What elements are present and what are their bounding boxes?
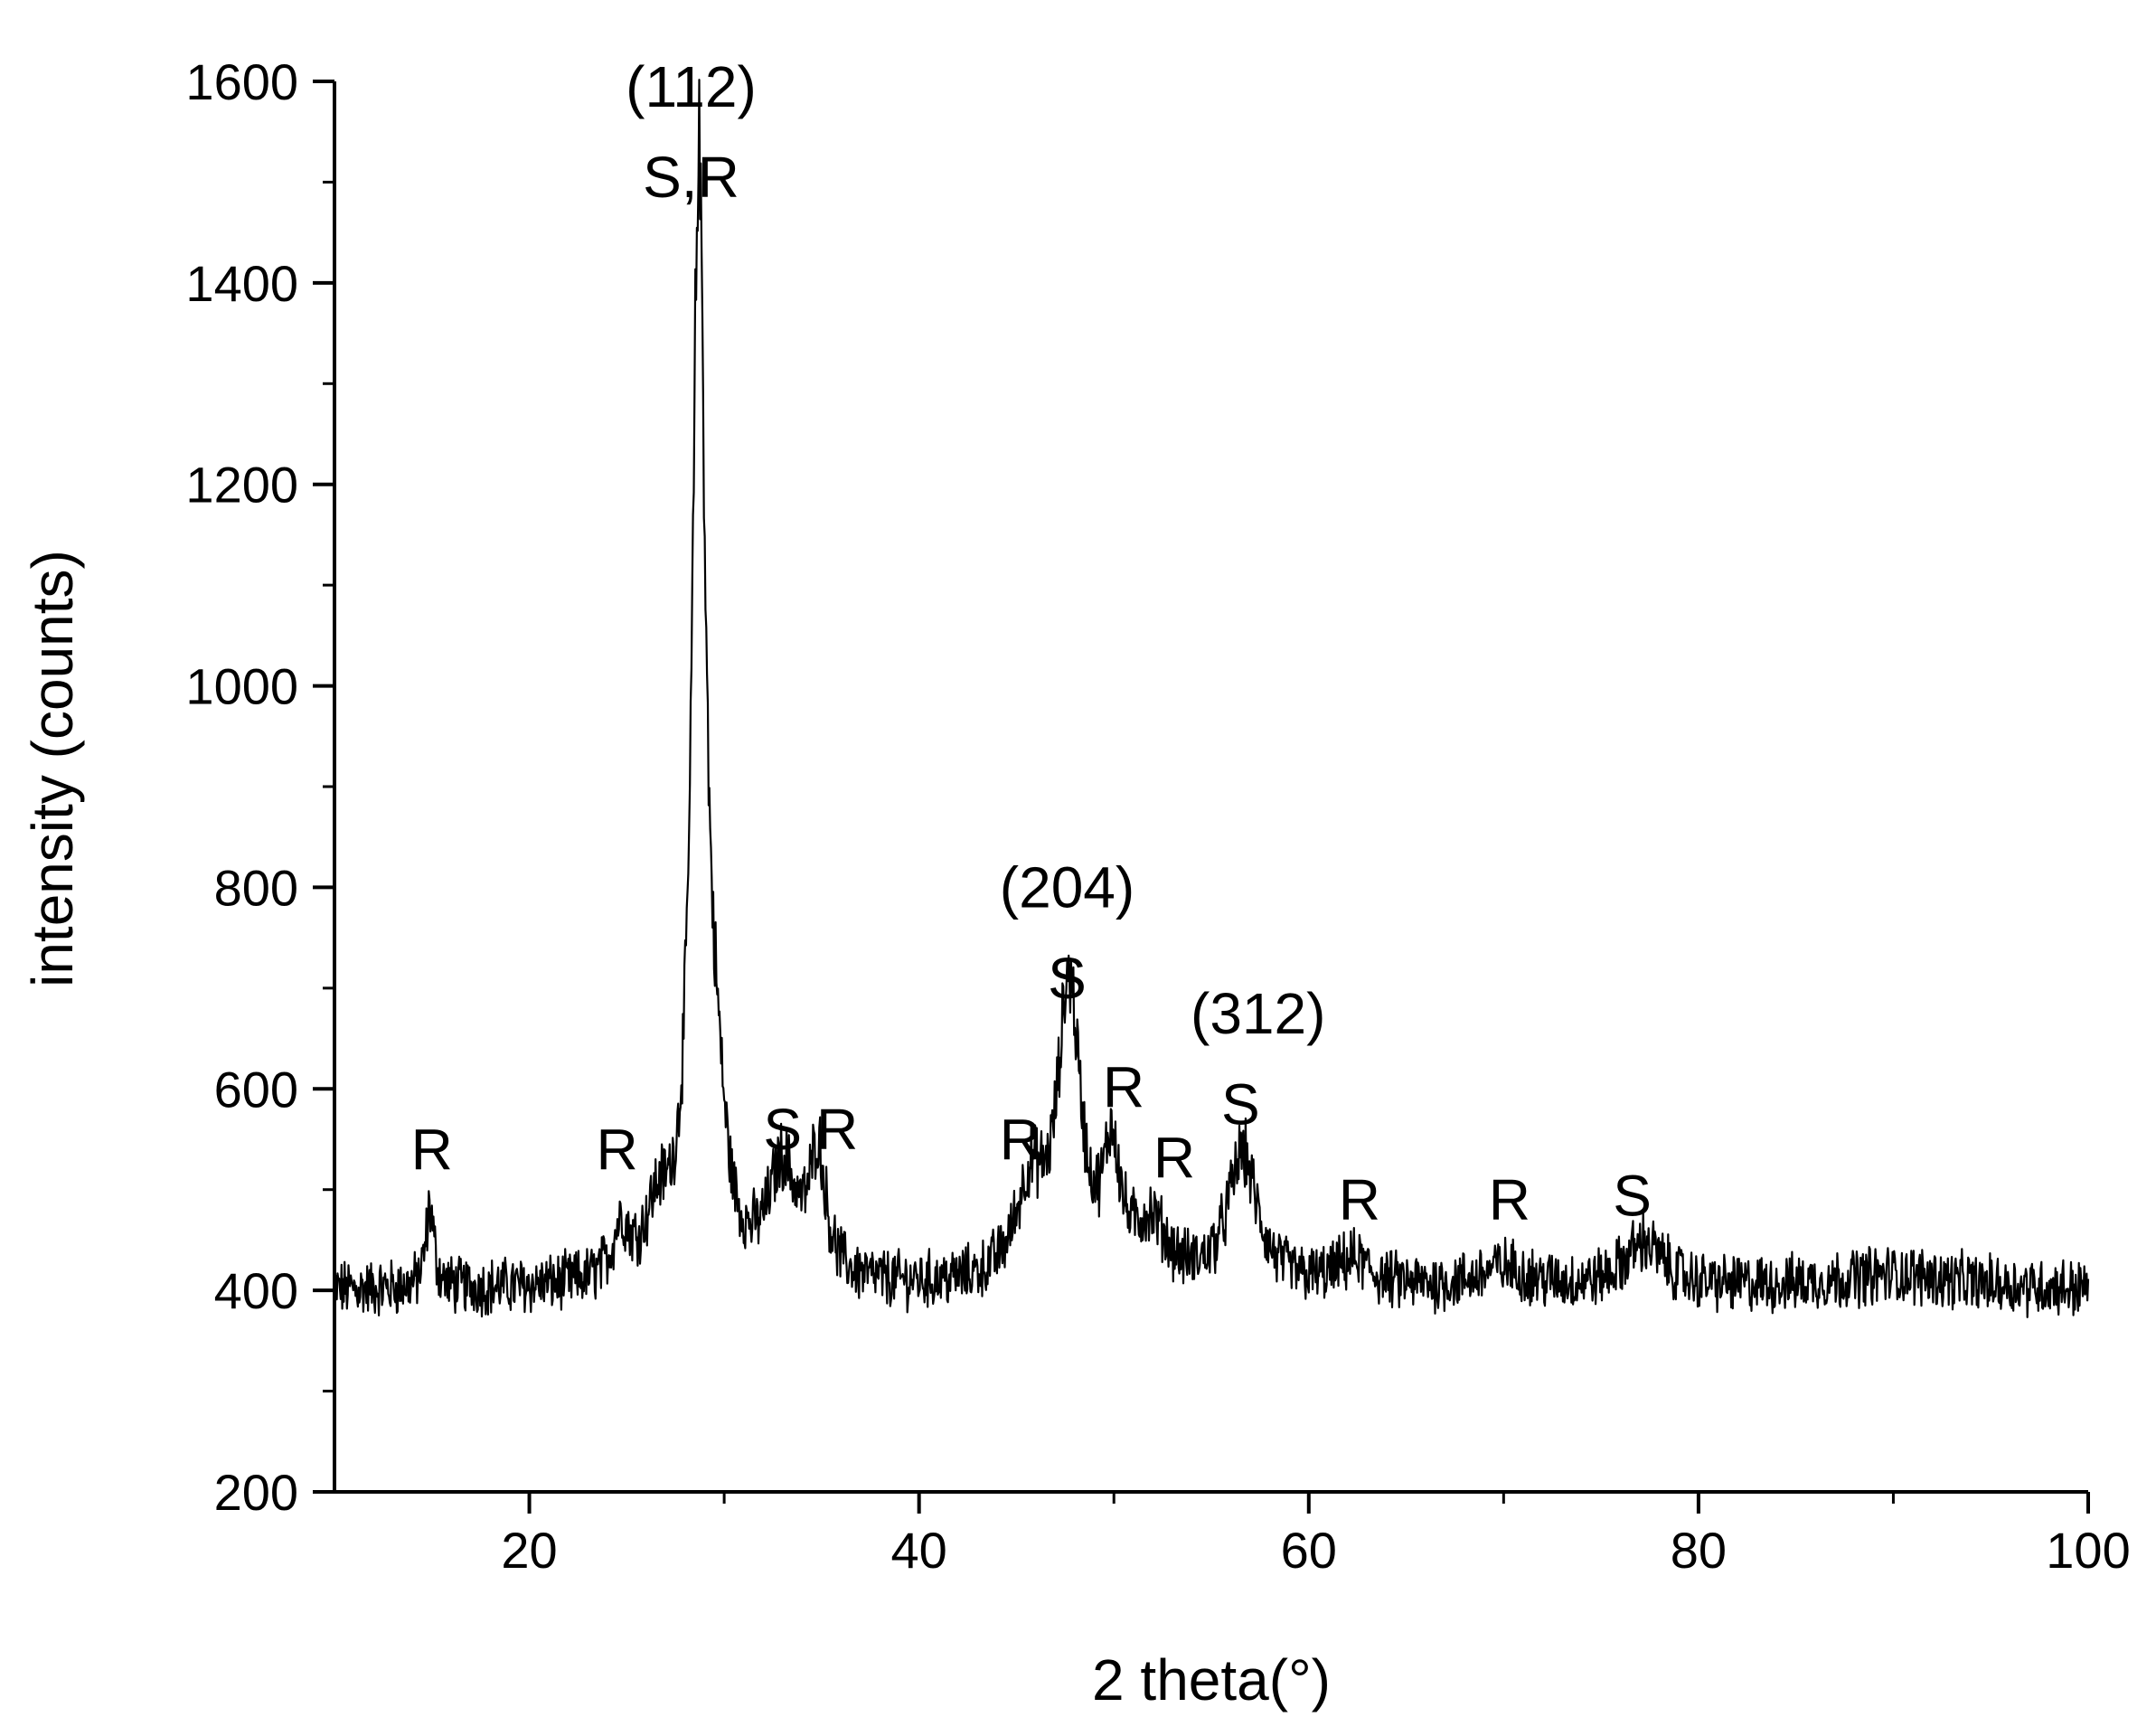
x-tick-label: 40 <box>891 1522 947 1579</box>
y-axis-title: intensity (counts) <box>20 550 85 987</box>
y-tick-label: 1400 <box>185 255 298 312</box>
peak-annotation: R <box>596 1117 637 1182</box>
x-tick-label: 80 <box>1671 1522 1727 1579</box>
y-tick-label: 800 <box>214 859 298 916</box>
y-tick-label: 1600 <box>185 53 298 110</box>
peak-annotation: (112) <box>626 54 757 119</box>
peak-annotation: R <box>1153 1125 1195 1190</box>
y-tick-label: 600 <box>214 1061 298 1118</box>
axes <box>333 81 2088 1494</box>
x-tick-label: 100 <box>2046 1522 2130 1579</box>
peak-annotation: R <box>1000 1107 1041 1172</box>
peak-annotation: (204) <box>1000 855 1134 920</box>
peak-annotation: S,R <box>643 145 739 210</box>
peak-annotation: R <box>816 1097 858 1162</box>
peak-annotation: R <box>411 1117 453 1182</box>
peak-annotation: R <box>1489 1167 1530 1232</box>
plot-area <box>333 79 2090 1319</box>
peak-annotation: R <box>1103 1054 1144 1119</box>
peak-annotation: R <box>1339 1167 1380 1232</box>
y-tick-label: 1000 <box>185 658 298 715</box>
peak-annotation: S <box>763 1097 802 1162</box>
y-tick-label: 1200 <box>185 457 298 514</box>
peak-annotation: S <box>1221 1071 1260 1137</box>
x-tick-label: 20 <box>501 1522 557 1579</box>
x-tick-label: 60 <box>1281 1522 1337 1579</box>
peak-annotation: S <box>1048 946 1087 1011</box>
x-axis-title: 2 theta(°) <box>1092 1647 1331 1712</box>
xrd-pattern-line <box>333 79 2090 1319</box>
peak-annotation: (312) <box>1191 981 1325 1046</box>
y-tick-label: 400 <box>214 1262 298 1319</box>
y-tick-label: 200 <box>214 1464 298 1521</box>
ticks: 200 400 600 800 1000 1200 1400 1600 20 40 60 80 100 <box>185 53 2130 1579</box>
peak-annotation: S <box>1613 1164 1652 1229</box>
